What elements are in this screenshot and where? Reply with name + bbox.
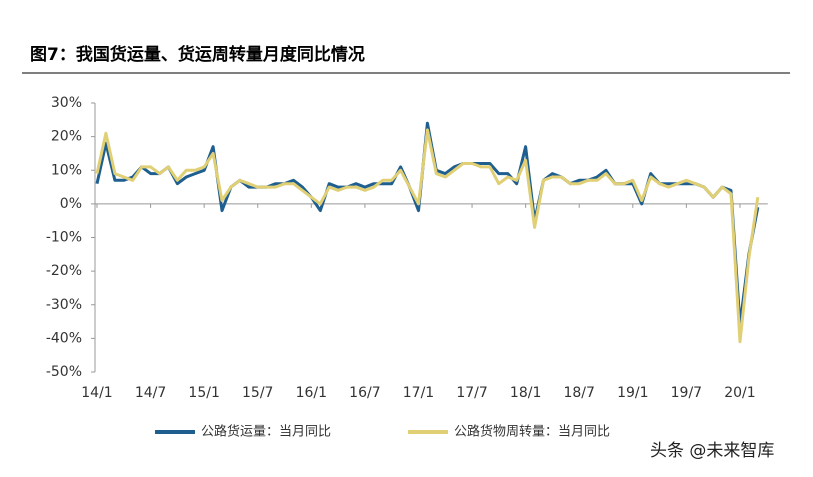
x-tick-label: 17/7: [456, 385, 487, 401]
y-tick-label: 0%: [60, 196, 82, 212]
y-tick-label: -30%: [46, 297, 82, 313]
x-tick-label: 15/7: [242, 385, 273, 401]
chart-title: 图7：我国货运量、货运周转量月度同比情况: [30, 44, 365, 65]
x-tick-label: 16/1: [296, 385, 327, 401]
x-tick-label: 18/7: [563, 385, 594, 401]
y-tick-label: 20%: [51, 129, 82, 145]
y-tick-label: -10%: [46, 230, 82, 246]
x-tick-label: 17/1: [403, 385, 434, 401]
series-line: [95, 121, 760, 327]
y-tick-label: 30%: [51, 95, 82, 111]
x-tick-label: 20/1: [724, 385, 755, 401]
legend-label: 公路货运量：当月同比: [201, 424, 331, 440]
x-tick-label: 14/1: [81, 385, 112, 401]
y-tick-label: -40%: [46, 330, 82, 346]
legend-label: 公路货物周转量：当月同比: [454, 424, 610, 440]
y-tick-label: 10%: [51, 162, 82, 178]
x-tick-label: 18/1: [510, 385, 541, 401]
x-tick-label: 19/7: [671, 385, 702, 401]
y-tick-label: -50%: [46, 364, 82, 380]
series-line: [95, 128, 760, 344]
y-tick-label: -20%: [46, 263, 82, 279]
x-tick-label: 14/7: [135, 385, 166, 401]
x-tick-label: 19/1: [617, 385, 648, 401]
x-tick-label: 16/7: [349, 385, 380, 401]
x-tick-label: 15/1: [188, 385, 219, 401]
watermark: 头条 @未来智库: [650, 441, 774, 461]
